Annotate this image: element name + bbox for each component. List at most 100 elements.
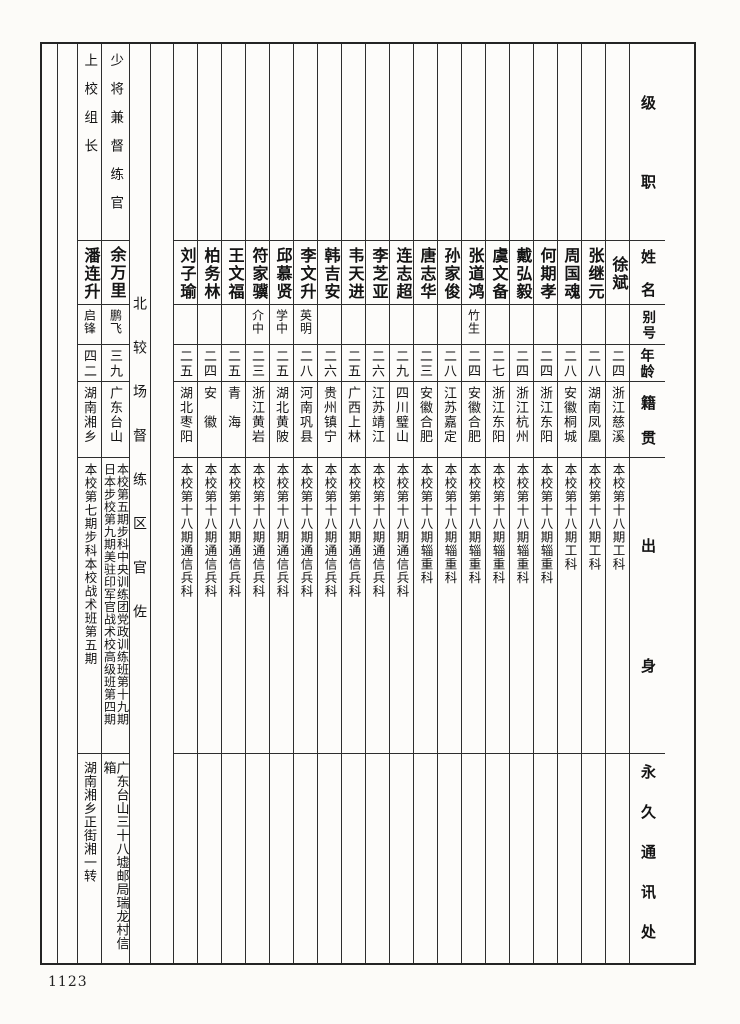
page-number: 1123 [48,974,88,990]
header-age-label: 年龄 [639,348,656,380]
header-origin-label: 出身 [639,538,656,753]
person-age: 四二 [82,349,97,379]
person-age-cell: 二四 [510,344,533,381]
section-column: 北较场督练区官佐 [130,44,151,963]
person-native-place: 浙江东阳 [490,386,505,444]
person-alias-cell [198,304,221,344]
person-name-cell: 连志超 [390,240,413,304]
person-rank-cell [462,44,485,240]
person-native-place-cell: 贵州镇宁 [318,381,341,457]
person-name: 潘连升 [81,246,99,301]
person-rank-cell [606,44,629,240]
person-name: 邱慕贤 [273,246,291,301]
person-address-cell [606,753,629,963]
person-native-place-cell: 湖北枣阳 [174,381,197,457]
person-rank-cell [270,44,293,240]
person-origin: 本校第十八期通信兵科 [202,463,217,598]
person-age-cell: 二八 [294,344,317,381]
person-column: 李文升 英明 二八 河南巩县 本校第十八期通信兵科 [294,44,318,963]
person-native-place-cell: 安徽合肥 [414,381,437,457]
person-name: 张继元 [585,246,603,301]
person-rank-cell [318,44,341,240]
person-origin-cell: 本校第十八期通信兵科 [294,457,317,753]
person-age-cell: 二四 [606,344,629,381]
person-age-cell: 二六 [318,344,341,381]
person-alias-cell [174,304,197,344]
person-column: 徐斌 二四 浙江慈溪 本校第十八期工科 [606,44,630,963]
person-native-place: 青 海 [226,386,241,430]
person-age: 二八 [586,349,601,379]
person-column: 张道鸿 竹生 二四 安徽合肥 本校第十八期辎重科 [462,44,486,963]
person-rank-cell [366,44,389,240]
person-age: 二九 [394,349,409,379]
person-origin-cell: 本校第十八期通信兵科 [270,457,293,753]
person-name-cell: 张继元 [582,240,605,304]
person-name: 张道鸿 [465,246,483,301]
person-address-cell [486,753,509,963]
person-native-place: 广西上林 [346,386,361,444]
person-address-cell [366,753,389,963]
person-native-place: 湖南湘乡 [82,386,97,444]
personnel-table: 上校组长 潘连升 启锋 四二 湖南湘乡 本校第七期步科本校战术班第五期 湖南湘乡… [40,42,696,965]
person-rank-cell [390,44,413,240]
person-alias: 介中 [250,309,265,335]
header-address-cell: 永久通讯处 [630,753,665,963]
person-origin-cell: 本校第十八期工科 [582,457,605,753]
person-name-cell: 王文福 [222,240,245,304]
person-rank-cell [222,44,245,240]
empty-cell [42,44,57,963]
person-name: 周国魂 [561,246,579,301]
person-name: 连志超 [393,246,411,301]
person-alias: 竹生 [466,309,481,335]
person-alias-cell [606,304,629,344]
person-alias-cell [342,304,365,344]
person-rank-cell [486,44,509,240]
person-name: 韦天进 [345,246,363,301]
person-address-cell [174,753,197,963]
person-origin-cell: 本校第十八期辎重科 [534,457,557,753]
person-rank-cell [438,44,461,240]
person-age: 二四 [202,349,217,379]
header-rank-cell: 级职 [630,44,665,240]
person-rank-cell [582,44,605,240]
person-age-cell: 二五 [222,344,245,381]
person-rank-cell [534,44,557,240]
section-header-cell: 北较场督练区官佐 [130,44,150,963]
person-age: 二五 [274,349,289,379]
person-column: 王文福 二五 青 海 本校第十八期通信兵科 [222,44,246,963]
person-alias: 鹏飞 [108,308,123,335]
person-name-cell: 韦天进 [342,240,365,304]
person-age: 二六 [370,349,385,379]
person-name-cell: 柏务林 [198,240,221,304]
person-column: 连志超 二九 四川璧山 本校第十八期通信兵科 [390,44,414,963]
person-native-place: 河南巩县 [298,386,313,444]
person-name-cell: 李芝亚 [366,240,389,304]
person-age-cell: 二五 [342,344,365,381]
person-age: 二四 [538,349,553,379]
person-age: 二八 [442,349,457,379]
person-native-place-cell: 四川璧山 [390,381,413,457]
person-rank-cell [510,44,533,240]
person-name-cell: 符家骥 [246,240,269,304]
person-origin-cell: 本校第十八期辎重科 [462,457,485,753]
person-age: 二六 [322,349,337,379]
person-origin: 本校第十八期通信兵科 [394,463,409,598]
person-name: 李芝亚 [369,246,387,301]
person-origin-cell: 本校第十八期通信兵科 [390,457,413,753]
person-origin: 本校第十八期工科 [610,463,625,571]
person-origin-cell: 本校第十八期辎重科 [510,457,533,753]
person-native-place-cell: 青 海 [222,381,245,457]
person-native-place-cell: 湖南凤凰 [582,381,605,457]
person-age-cell: 二四 [198,344,221,381]
person-address-cell [534,753,557,963]
person-origin: 本校第十八期工科 [586,463,601,571]
person-name: 何期孝 [537,246,555,301]
header-alias-label: 别号 [640,310,656,341]
person-name: 柏务林 [201,246,219,301]
person-origin: 本校第十八期通信兵科 [250,463,265,598]
person-origin: 本校第五期步科中央训练团党政训练班第十九期 日本步校第九期美驻印军官战术校高级班… [102,462,130,726]
person-origin-cell: 本校第十八期通信兵科 [198,457,221,753]
person-rank: 少将兼督练官 [108,53,124,224]
person-column: 虞文备 二七 浙江东阳 本校第十八期辎重科 [486,44,510,963]
person-alias: 学中 [274,309,289,335]
